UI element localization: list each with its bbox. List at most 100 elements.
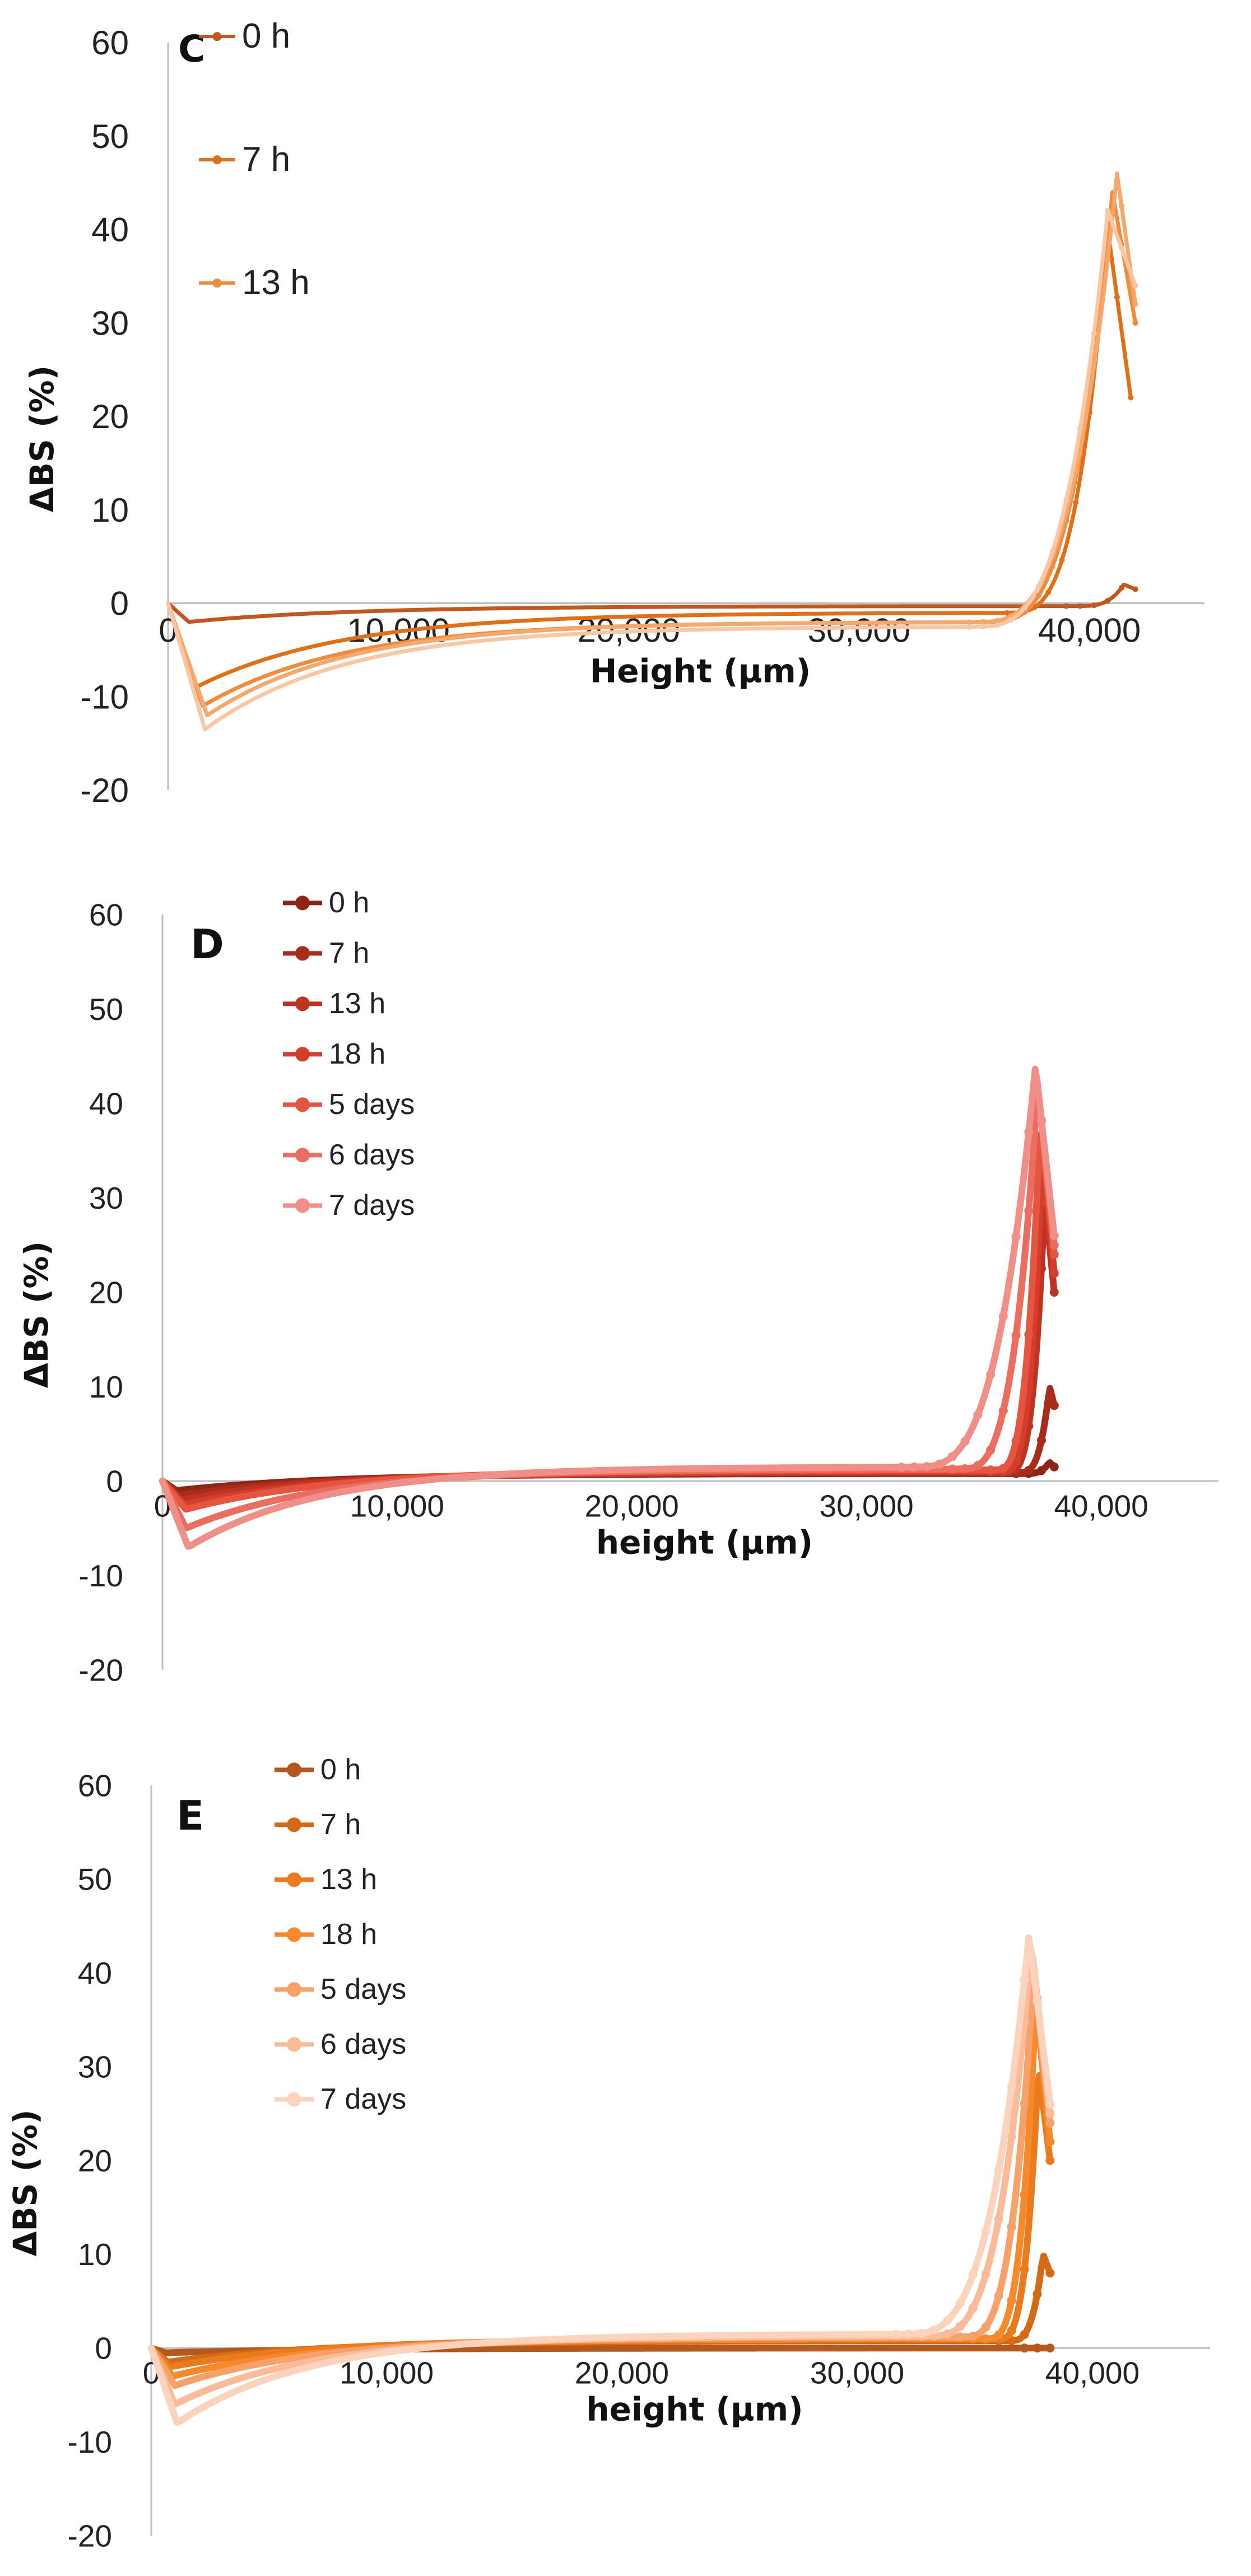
y-tick-label: 50 [78, 1862, 112, 1897]
legend-label: 13 h [329, 987, 385, 1020]
x-tick-label: 40,000 [1045, 2356, 1140, 2391]
legend-label: 0 h [320, 1753, 361, 1786]
legend-item: 13 h [275, 1863, 377, 1896]
series-7-days [159, 1065, 1059, 1550]
data-point [1077, 425, 1083, 431]
data-point [909, 1462, 919, 1472]
data-point [1049, 1288, 1059, 1297]
legend-swatch-marker [295, 895, 310, 911]
legend-item: 13 h [283, 987, 385, 1020]
data-point [1007, 2132, 1016, 2142]
y-tick-label: 20 [91, 398, 129, 435]
legend-swatch-marker [287, 2092, 301, 2107]
y-tick-label: 40 [91, 211, 129, 249]
y-tick-label: 10 [91, 491, 129, 529]
data-point [1114, 294, 1120, 300]
y-tick-label: -20 [79, 1653, 124, 1687]
data-point [1119, 203, 1124, 209]
data-point [980, 624, 987, 630]
legend-item: 6 days [283, 1139, 415, 1171]
data-point [935, 1459, 945, 1469]
data-point [1045, 2118, 1055, 2128]
data-point [1132, 586, 1138, 592]
data-point [998, 1311, 1008, 1321]
legend-item: 18 h [283, 1038, 385, 1070]
x-axis-label: Height (µm) [590, 652, 811, 690]
series-line [166, 208, 1138, 732]
y-tick-label: 50 [89, 992, 123, 1027]
y-tick-label: -10 [80, 678, 129, 716]
y-tick-label: 50 [91, 118, 129, 155]
data-point [1011, 1436, 1021, 1446]
y-axis-label: ΔBS (%) [17, 1241, 55, 1388]
data-point [947, 1464, 957, 1474]
series-unlabeled-4 [166, 208, 1138, 732]
legend-swatch-marker [287, 2037, 301, 2052]
data-point [998, 1464, 1008, 1473]
data-point [1077, 603, 1083, 609]
data-point [1008, 617, 1014, 623]
legend-swatch-marker [287, 1927, 301, 1942]
data-point [981, 2226, 990, 2236]
y-tick-label: 60 [78, 1768, 112, 1803]
data-point [1049, 1401, 1059, 1410]
series-line [166, 171, 1138, 718]
y-tick-label: 10 [89, 1370, 123, 1404]
legend-swatch-marker [287, 1762, 301, 1777]
data-point [1020, 1975, 1029, 1984]
y-tick-label: -20 [80, 772, 129, 809]
legend-item: 0 h [283, 886, 369, 919]
y-tick-label: -10 [68, 2425, 113, 2459]
data-point [1073, 499, 1079, 505]
series-13-h [159, 1203, 1059, 1503]
y-tick-label: 30 [78, 2049, 112, 2084]
data-point [1091, 363, 1097, 369]
data-point [943, 2329, 952, 2339]
data-point [1022, 605, 1028, 611]
panel-letter: C [178, 27, 205, 71]
data-point [1045, 2109, 1055, 2118]
y-tick-label: -10 [79, 1558, 124, 1593]
series-line [159, 1159, 1058, 1509]
y-tick-label: 60 [91, 24, 129, 62]
legend-label: 6 days [329, 1139, 415, 1171]
data-point [1033, 2343, 1042, 2353]
legend-label: 13 h [242, 263, 310, 302]
legend-label: 6 days [320, 2028, 406, 2060]
legend-label: 13 h [320, 1863, 377, 1896]
data-point [1004, 610, 1010, 616]
data-point [1033, 2289, 1042, 2299]
data-point [1119, 584, 1124, 591]
legend-label: 7 days [329, 1189, 415, 1222]
data-point [1020, 2099, 1029, 2109]
legend-item: 6 days [275, 2028, 406, 2060]
legend-swatch-marker [287, 1982, 301, 1997]
panel-letter: E [176, 1792, 204, 1839]
data-point [1024, 1330, 1034, 1339]
legend-swatch-marker [212, 279, 222, 288]
data-point [1128, 394, 1134, 401]
series-line [166, 582, 1138, 624]
data-point [1045, 2268, 1055, 2278]
data-point [1037, 1466, 1047, 1475]
data-point [994, 2214, 1003, 2224]
data-point [955, 2332, 965, 2342]
data-point [1105, 257, 1111, 263]
legend-label: 7 h [242, 140, 290, 179]
data-point [1045, 2343, 1055, 2353]
data-point [1049, 1231, 1059, 1240]
legend-item: 7 h [283, 937, 369, 969]
series-line [148, 2010, 1054, 2380]
data-point [1091, 330, 1097, 336]
data-point [1063, 497, 1069, 503]
legend-item: 7 h [199, 140, 290, 179]
legend-item: 18 h [275, 1918, 377, 1951]
x-tick-label: 40,000 [1054, 1488, 1148, 1523]
y-tick-label: 0 [95, 2331, 112, 2366]
data-point [891, 2329, 901, 2339]
legend-label: 18 h [320, 1918, 377, 1951]
data-point [968, 2331, 978, 2341]
x-axis-label: height (µm) [586, 2391, 803, 2429]
